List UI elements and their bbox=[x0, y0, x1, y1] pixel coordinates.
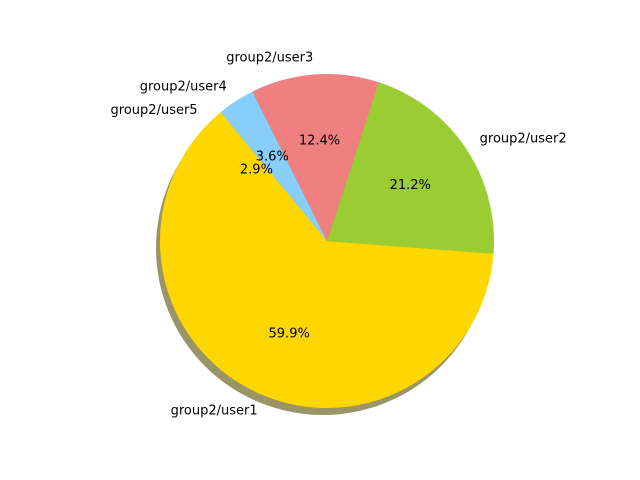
pie-slice-group2-user5 bbox=[199, 112, 327, 242]
slice-label-group2-user2: group2/user2 bbox=[480, 131, 567, 146]
pie-slice-group2-user1 bbox=[160, 133, 494, 408]
pie-slices-layer bbox=[160, 74, 495, 408]
slice-label-group2-user1: group2/user1 bbox=[171, 404, 258, 419]
slice-percent-group2-user2: 21.2% bbox=[390, 178, 431, 193]
slice-label-group2-user3: group2/user3 bbox=[226, 50, 313, 65]
slice-label-group2-user4: group2/user4 bbox=[140, 80, 227, 95]
slice-percent-group2-user5: 2.9% bbox=[240, 162, 273, 177]
slice-label-group2-user5: group2/user5 bbox=[111, 103, 198, 118]
slice-percent-group2-user1: 59.9% bbox=[269, 326, 310, 341]
slice-percent-group2-user3: 12.4% bbox=[299, 134, 340, 149]
pie-labels-layer: group2/user1 59.9% group2/user2 21.2% group2… bbox=[111, 50, 567, 418]
pie-slice-group2-user3 bbox=[252, 74, 379, 241]
pie-slice-group2-user2 bbox=[327, 82, 495, 254]
slice-percent-group2-user4: 3.6% bbox=[256, 150, 289, 165]
pie-slice-group2-user4 bbox=[220, 91, 327, 241]
